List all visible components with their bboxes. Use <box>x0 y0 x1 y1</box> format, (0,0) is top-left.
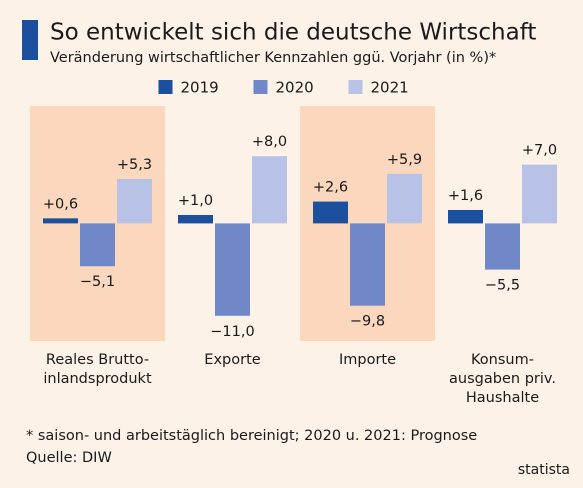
value-label: −9,8 <box>350 314 385 330</box>
legend-label: 2020 <box>276 79 314 97</box>
chart-title: So entwickelt sich die deutsche Wirtscha… <box>50 20 536 46</box>
value-label: +1,6 <box>448 188 483 204</box>
value-label: +7,0 <box>522 143 557 159</box>
bar <box>80 223 115 267</box>
x-tick-label-line: Importe <box>339 352 396 368</box>
source: Quelle: DIW <box>26 450 112 466</box>
bar <box>43 218 78 224</box>
bar <box>448 209 483 224</box>
x-tick-label-line: Haushalte <box>466 390 539 406</box>
bar <box>387 173 422 224</box>
legend-swatch <box>158 80 173 94</box>
legend-label: 2021 <box>371 79 409 97</box>
bar <box>178 215 213 224</box>
value-label: +5,3 <box>117 157 152 173</box>
x-tick-label: Reales Brutto-inlandsprodukt <box>43 352 152 387</box>
bar <box>215 223 250 316</box>
value-label: −5,5 <box>485 278 520 294</box>
x-tick-label-line: Konsum- <box>471 352 534 368</box>
chart-subtitle: Veränderung wirtschaftlicher Kennzahlen … <box>50 50 496 66</box>
bar <box>117 178 152 224</box>
legend-swatch <box>253 80 268 94</box>
x-tick-label-line: inlandsprodukt <box>43 371 152 387</box>
x-tick-label: Importe <box>339 352 396 368</box>
x-tick-label: Exporte <box>204 352 260 368</box>
value-label: +2,6 <box>313 180 348 196</box>
footnote: * saison- und arbeitstäglich bereinigt; … <box>26 428 477 444</box>
value-label: +8,0 <box>252 134 287 150</box>
value-label: +5,9 <box>387 152 422 168</box>
bar <box>350 223 385 306</box>
bar <box>522 164 557 224</box>
value-label: −11,0 <box>210 324 254 340</box>
x-tick-label: Konsum-ausgaben priv. Haushalte <box>449 352 556 406</box>
value-label: +0,6 <box>43 196 78 212</box>
x-tick-label-line: Exporte <box>204 352 260 368</box>
x-tick-label-line: ausgaben priv. <box>449 371 556 387</box>
bar <box>313 201 348 224</box>
legend-label: 2019 <box>181 79 219 97</box>
bar <box>485 223 520 270</box>
title-accent <box>22 20 38 60</box>
bar <box>252 156 287 224</box>
legend-swatch <box>348 80 363 94</box>
value-label: +1,0 <box>178 193 213 209</box>
brand: statista <box>518 462 570 478</box>
x-tick-label-line: Reales Brutto- <box>46 352 149 368</box>
value-label: −5,1 <box>80 274 115 290</box>
